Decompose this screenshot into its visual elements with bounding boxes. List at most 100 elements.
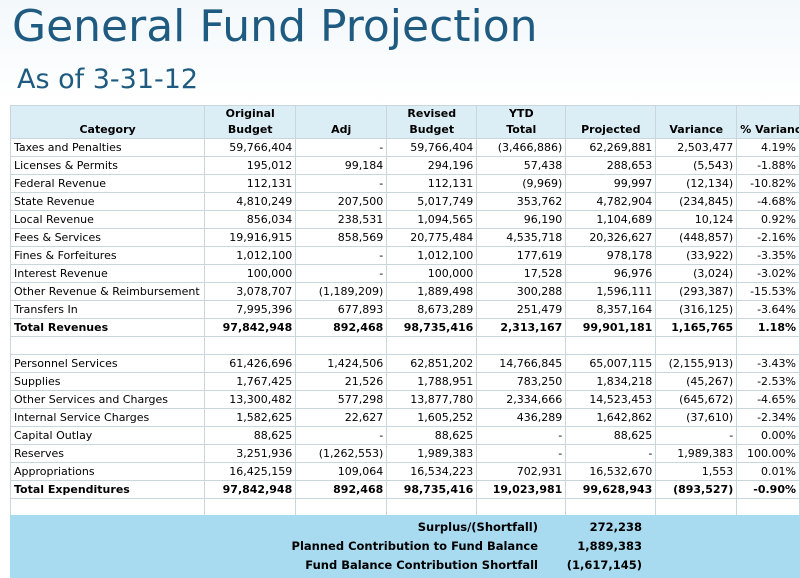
table-cell: 1,104,689: [565, 210, 657, 229]
header-revised-budget: Budget: [386, 122, 478, 139]
summary-row: Planned Contribution to Fund Balance 1,8…: [10, 536, 800, 556]
table-cell: 112,131: [386, 174, 478, 193]
table-cell: 65,007,115: [565, 354, 657, 373]
table-cell: 88,625: [386, 426, 478, 445]
spacer-row: [9, 336, 800, 355]
table-cell: 207,500: [295, 192, 388, 211]
revenue-row: Interest Revenue 100,000-100,000 17,528 96,…: [9, 264, 800, 283]
table-cell: [204, 336, 297, 355]
row-label: State Revenue: [9, 192, 206, 211]
header-projected: Projected: [565, 122, 657, 139]
header-cell: Revised: [386, 105, 478, 122]
table-cell: -3.43%: [736, 354, 800, 373]
table-cell: -2.53%: [736, 372, 800, 391]
header-cell: [9, 105, 206, 122]
header-cell: [565, 105, 657, 122]
table-cell: 2,503,477: [655, 138, 738, 157]
table-cell: 7,995,396: [204, 300, 297, 319]
revenue-row: Fees & Services 19,916,915 858,569 20,775,4…: [9, 228, 800, 247]
row-label: Taxes and Penalties: [9, 138, 206, 157]
table-cell: [655, 336, 738, 355]
header-cell: [736, 105, 800, 122]
table-cell: 13,300,482: [204, 390, 297, 409]
table-cell: 1,989,383: [386, 444, 478, 463]
table-cell: 19,023,981: [476, 480, 567, 499]
header-row-1: Original Revised YTD: [9, 105, 800, 122]
table-cell: -4.68%: [736, 192, 800, 211]
table-cell: [204, 498, 297, 517]
table-cell: 436,289: [476, 408, 567, 427]
table-cell: 62,851,202: [386, 354, 478, 373]
table-cell: 4.19%: [736, 138, 800, 157]
row-label: Other Revenue & Reimbursement: [9, 282, 206, 301]
table-cell: [295, 336, 388, 355]
table-cell: 99,901,181: [565, 318, 657, 337]
revenue-row: Federal Revenue 112,131-112,131 (9,969) 99,…: [9, 174, 800, 193]
summary-label: Surplus/(Shortfall): [417, 520, 538, 534]
table-cell: 2,313,167: [476, 318, 567, 337]
table-cell: 22,627: [295, 408, 388, 427]
expenditure-row: Supplies 1,767,425 21,526 1,788,951 783,250 1…: [9, 372, 800, 391]
summary-value: 272,238: [589, 520, 642, 534]
table-cell: -10.82%: [736, 174, 800, 193]
table-cell: (5,543): [655, 156, 738, 175]
table-cell: -: [295, 426, 388, 445]
table-cell: [386, 498, 478, 517]
table-cell: 0.00%: [736, 426, 800, 445]
table-cell: 1,553: [655, 462, 738, 481]
table-cell: 8,357,164: [565, 300, 657, 319]
table-cell: 109,064: [295, 462, 388, 481]
table-cell: [476, 336, 567, 355]
table-cell: 16,534,223: [386, 462, 478, 481]
table-cell: 99,184: [295, 156, 388, 175]
table-cell: 288,653: [565, 156, 657, 175]
table-cell: [295, 498, 388, 517]
table-cell: 300,288: [476, 282, 567, 301]
table-cell: [565, 498, 657, 517]
table-cell: [386, 336, 478, 355]
header-cell: [655, 105, 738, 122]
expenditure-row: Personnel Services 61,426,696 1,424,506 62,…: [9, 354, 800, 373]
table-cell: 577,298: [295, 390, 388, 409]
table-cell: 61,426,696: [204, 354, 297, 373]
table-cell: 1,012,100: [204, 246, 297, 265]
table-cell: 88,625: [204, 426, 297, 445]
table-cell: 1,596,111: [565, 282, 657, 301]
header-original-budget: Budget: [204, 122, 297, 139]
row-label: Other Services and Charges: [9, 390, 206, 409]
table-cell: 892,468: [295, 318, 388, 337]
table-cell: (37,610): [655, 408, 738, 427]
table-cell: 1,989,383: [655, 444, 738, 463]
table-cell: -: [295, 138, 388, 157]
table-cell: 88,625: [565, 426, 657, 445]
table-cell: (3,024): [655, 264, 738, 283]
expenditure-row: Capital Outlay 88,625-88,625-88,625-0.00%: [9, 426, 800, 445]
row-label: Reserves: [9, 444, 206, 463]
table-cell: 177,619: [476, 246, 567, 265]
table-cell: 98,735,416: [386, 318, 478, 337]
table-cell: 1,788,951: [386, 372, 478, 391]
revenue-row: Fines & Forfeitures 1,012,100-1,012,100 17…: [9, 246, 800, 265]
table-cell: (1,189,209): [295, 282, 388, 301]
table-cell: 20,775,484: [386, 228, 478, 247]
table-cell: -: [295, 264, 388, 283]
table-cell: 1,094,565: [386, 210, 478, 229]
row-label: Supplies: [9, 372, 206, 391]
revenue-row: Transfers In 7,995,396 677,893 8,673,289 251…: [9, 300, 800, 319]
table-cell: 97,842,948: [204, 480, 297, 499]
row-label: Internal Service Charges: [9, 408, 206, 427]
row-label: Licenses & Permits: [9, 156, 206, 175]
expenditure-row: Other Services and Charges 13,300,482 577,…: [9, 390, 800, 409]
table-cell: 59,766,404: [386, 138, 478, 157]
summary-value: 1,889,383: [577, 539, 642, 553]
table-cell: 1,889,498: [386, 282, 478, 301]
table-cell: 677,893: [295, 300, 388, 319]
revenue-row: Licenses & Permits 195,012 99,184 294,196 57…: [9, 156, 800, 175]
summary-value: (1,617,145): [566, 558, 642, 572]
table-cell: (12,134): [655, 174, 738, 193]
fund-projection-table: Original Revised YTD Category Budget Adj…: [9, 105, 800, 517]
page-subtitle: As of 3-31-12: [17, 64, 199, 95]
table-cell: 4,535,718: [476, 228, 567, 247]
table-cell: -0.90%: [736, 480, 800, 499]
table-cell: -3.35%: [736, 246, 800, 265]
